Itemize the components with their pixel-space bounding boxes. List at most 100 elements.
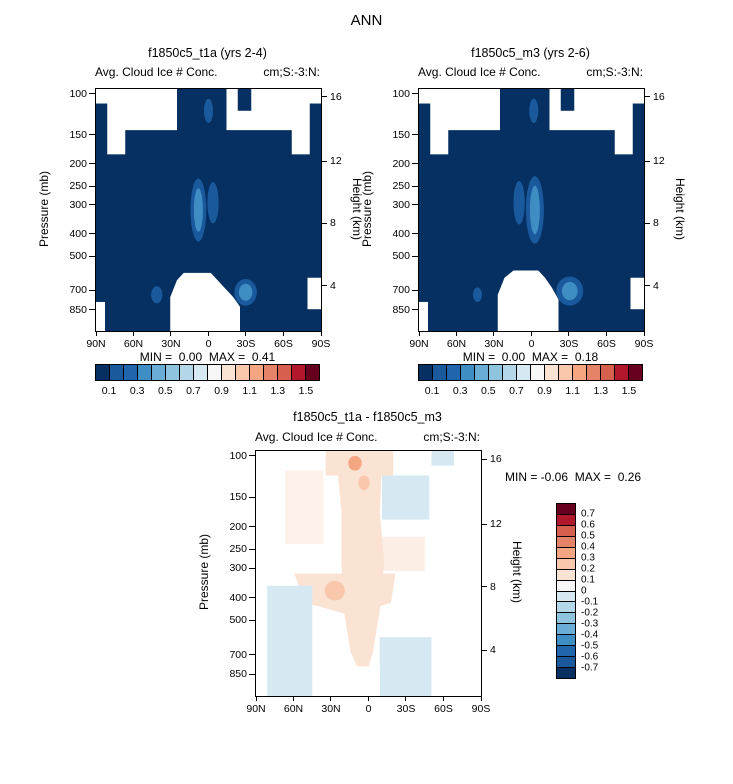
x-tick-mark xyxy=(245,331,247,336)
diff-strong-positive-spots xyxy=(324,455,370,601)
contour-field-1 xyxy=(419,89,644,331)
pressure-tick-mark xyxy=(412,255,418,257)
colorbar-cell xyxy=(208,365,222,380)
contour-maxima-low-1 xyxy=(473,276,584,306)
panel-subtitle-left-1: Avg. Cloud Ice # Conc. xyxy=(418,65,541,79)
colorbar-tick-label: 0.2 xyxy=(581,563,595,575)
pressure-tick-mark xyxy=(249,526,255,528)
x-tick-mark xyxy=(606,331,607,336)
colorbar-cell xyxy=(461,365,475,380)
pressure-tick-label: 700 xyxy=(69,284,87,297)
colorbar-cell xyxy=(264,365,278,380)
x-tick-mark xyxy=(418,331,420,336)
colorbar-cell xyxy=(557,525,575,537)
pressure-tick-mark xyxy=(249,496,255,498)
x-tick-mark xyxy=(330,696,332,701)
colorbar-cell xyxy=(447,365,461,380)
x-tick-label: 30S xyxy=(236,338,256,350)
colorbar-cell xyxy=(587,365,601,380)
colorbar-cell xyxy=(152,365,166,380)
x-tick-mark xyxy=(643,331,645,336)
pressure-tick-mark xyxy=(89,134,95,136)
colorbar-cell xyxy=(96,365,110,380)
colorbar-cell xyxy=(557,591,575,603)
panel-units-label-0: cm;S:-3:N: xyxy=(263,65,320,79)
colorbar-tick-label: 1.1 xyxy=(242,385,257,397)
pressure-tick-label: 150 xyxy=(392,128,410,141)
x-tick-label: 0 xyxy=(205,338,212,350)
colorbar-tick-label: 1.1 xyxy=(565,385,580,397)
height-tick-label: 16 xyxy=(330,90,342,103)
pressure-tick-label: 150 xyxy=(229,491,247,504)
pressure-tick-label: 200 xyxy=(392,157,410,170)
figure-title: ANN xyxy=(350,12,383,29)
colorbar-tick-label: 0.6 xyxy=(581,519,595,531)
contour-maxima-1 xyxy=(513,98,544,244)
x-tick-label: 60S xyxy=(597,338,616,350)
y-axis-label-pressure-0: Pressure (mb) xyxy=(37,170,51,248)
x-tick-label: 90S xyxy=(634,338,654,350)
height-tick-mark xyxy=(321,160,327,162)
pressure-tick-mark xyxy=(249,567,255,569)
pressure-tick-mark xyxy=(249,455,255,457)
colorbar-tick-label: 0.1 xyxy=(101,385,117,397)
x-tick-mark xyxy=(132,331,134,336)
x-tick-mark xyxy=(255,696,257,701)
colorbar-tick-label: 0.3 xyxy=(452,385,468,397)
pressure-tick-label: 500 xyxy=(69,250,87,263)
colorbar-cell xyxy=(475,365,489,380)
pressure-tick-mark xyxy=(412,93,418,95)
x-tick-mark xyxy=(480,696,482,701)
colorbar-tick-label: 0.5 xyxy=(158,385,173,397)
colorbar-tick-label: 0.1 xyxy=(424,385,440,397)
colorbar-tick-label: 0.7 xyxy=(509,385,524,397)
pressure-tick-label: 850 xyxy=(69,303,87,316)
pressure-tick-mark xyxy=(89,289,95,291)
colorbar-tick-label: 0 xyxy=(581,585,587,597)
x-tick-mark xyxy=(493,331,495,336)
colorbar-tick-label: 1.3 xyxy=(270,385,286,397)
x-tick-label: 30N xyxy=(321,703,341,715)
colorbar-cell xyxy=(250,365,264,380)
colorbar-cell xyxy=(629,365,642,380)
x-tick-label: 30S xyxy=(559,338,579,350)
y-axis-label-pressure-2: Pressure (mb) xyxy=(197,533,211,611)
colorbar-cell xyxy=(601,365,615,380)
pressure-tick-label: 150 xyxy=(69,128,87,141)
pressure-tick-label: 200 xyxy=(229,520,247,533)
pressure-tick-mark xyxy=(412,163,418,165)
colorbar-cell xyxy=(180,365,194,380)
diff-colorbar xyxy=(556,503,576,679)
colorbar-tick-label: 1.5 xyxy=(621,385,637,397)
colorbar-tick-label: 0.7 xyxy=(186,385,201,397)
x-tick-label: 60S xyxy=(434,703,453,715)
pressure-tick-mark xyxy=(249,654,255,656)
colorbar-tick-label: 0.3 xyxy=(581,552,595,564)
pressure-tick-label: 850 xyxy=(229,668,247,681)
colorbar-cell xyxy=(615,365,629,380)
contour-plot-top-right: 90N 60N 30N 0 30S 60S 90S 100 150 200 250 300 400 500… xyxy=(392,88,664,350)
y-axis-label-height-1: Height (km) xyxy=(673,177,687,241)
colorbar-tick-label: 0.9 xyxy=(537,385,552,397)
x-tick-label: 90S xyxy=(471,703,491,715)
x-tick-mark xyxy=(405,696,407,701)
pressure-tick-label: 400 xyxy=(69,227,87,240)
colorbar-labels-0: 0.1 0.3 0.5 0.7 0.9 1.1 1.3 1.5 xyxy=(95,385,320,398)
pressure-tick-mark xyxy=(412,309,418,311)
colorbar-tick-label: -0.3 xyxy=(581,618,599,630)
missing-data-regions-0 xyxy=(96,272,321,331)
contour-maxima-0 xyxy=(190,98,219,242)
colorbar-tick-label: 0.5 xyxy=(481,385,496,397)
min-max-stats-0: MIN = 0.00 MAX = 0.41 xyxy=(139,350,276,364)
colorbar-cell xyxy=(236,365,250,380)
colorbar-cell xyxy=(292,365,306,380)
contour-maxima-low-0 xyxy=(151,278,257,306)
x-tick-label: 0 xyxy=(528,338,535,350)
x-tick-label: 30S xyxy=(396,703,416,715)
colorbar-tick-label: 1.5 xyxy=(298,385,314,397)
contour-field-0 xyxy=(96,89,321,331)
colorbar-cell xyxy=(222,365,236,380)
colorbar-1 xyxy=(418,364,643,381)
pressure-tick-label: 200 xyxy=(69,157,87,170)
x-tick-mark xyxy=(283,331,284,336)
